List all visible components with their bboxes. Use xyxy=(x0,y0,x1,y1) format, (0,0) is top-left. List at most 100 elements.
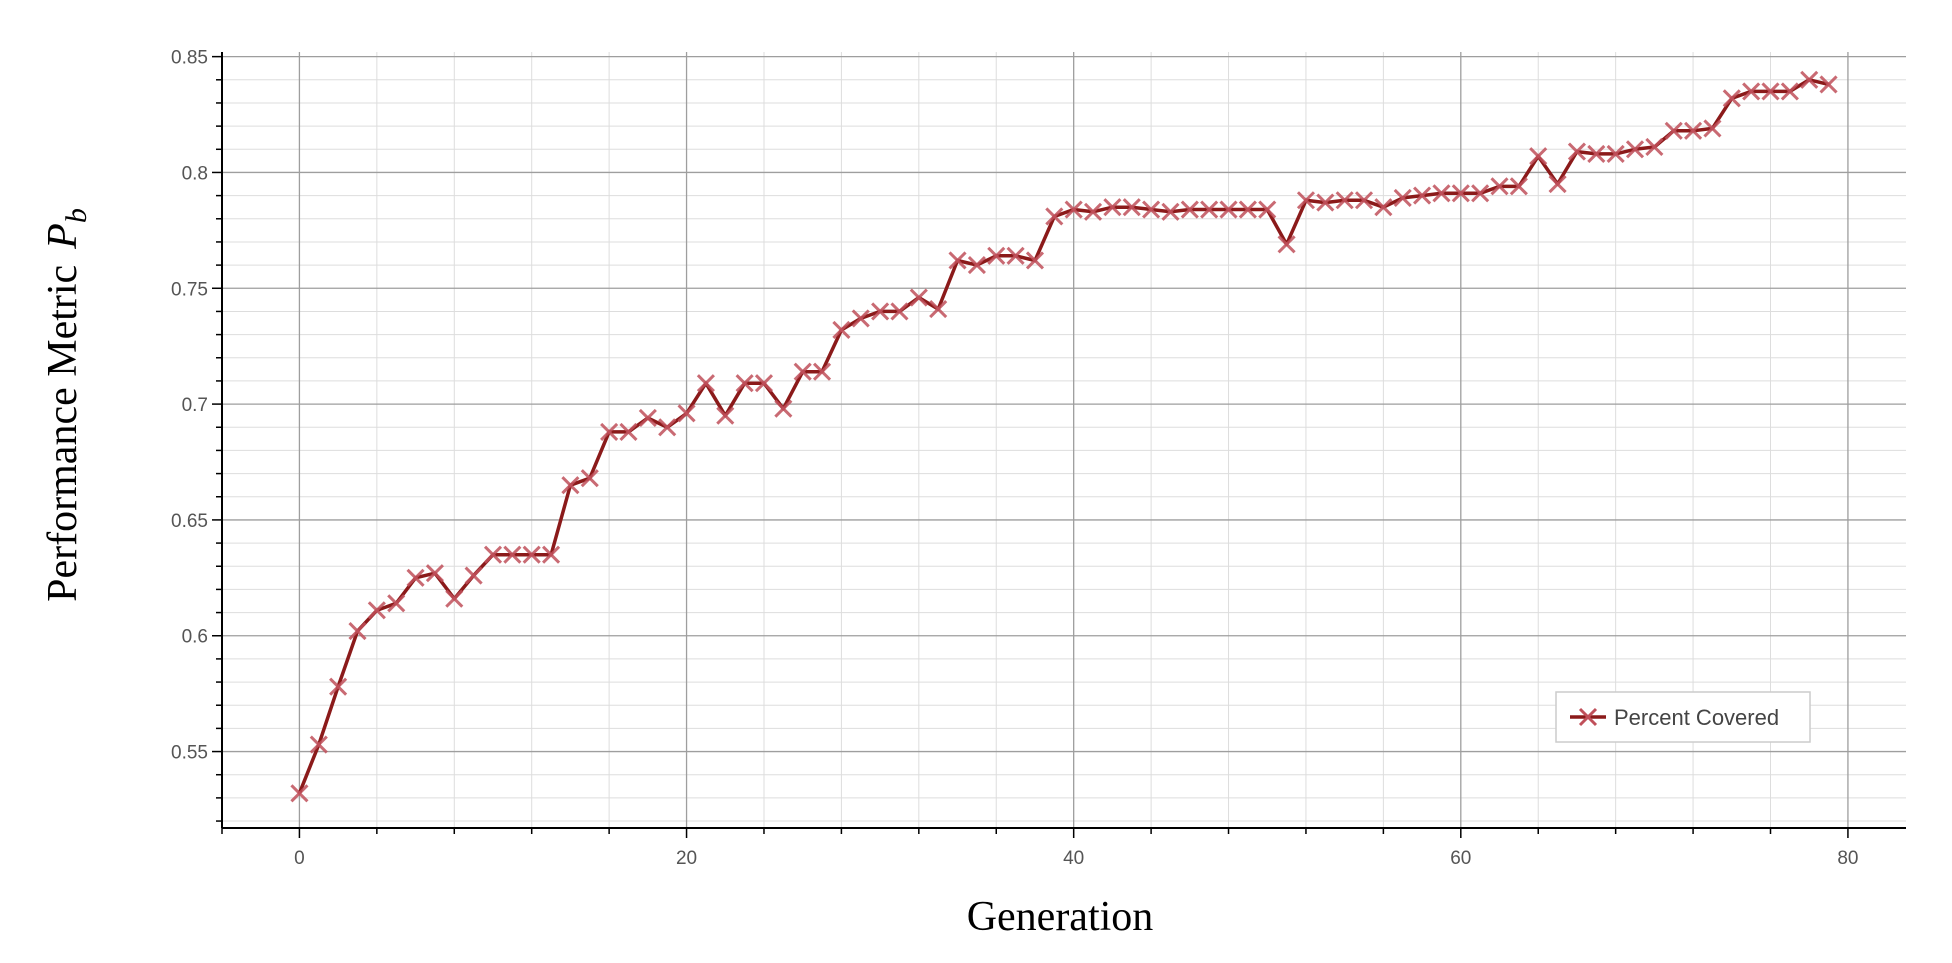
data-point xyxy=(1142,200,1161,219)
data-point xyxy=(464,566,483,585)
data-point-stroke xyxy=(1180,200,1199,219)
data-point xyxy=(1664,121,1683,140)
data-point-stroke xyxy=(638,408,657,428)
data-point xyxy=(812,362,832,381)
y-axis-title-symbol: P xyxy=(40,223,86,250)
data-point-stroke xyxy=(1625,140,1645,159)
data-point-stroke xyxy=(832,320,851,340)
data-point-stroke xyxy=(658,418,677,437)
data-point xyxy=(619,422,638,441)
data-point xyxy=(1335,191,1354,210)
data-point-stroke xyxy=(406,568,425,587)
data-point xyxy=(967,256,986,275)
data-point-stroke xyxy=(774,399,793,418)
data-point xyxy=(1393,188,1412,207)
data-point-stroke xyxy=(1025,251,1045,270)
data-point xyxy=(290,784,309,803)
x-tick-label: 0 xyxy=(294,848,305,869)
data-point xyxy=(735,374,754,393)
data-point xyxy=(1122,198,1141,217)
tick-labels: 0 20 40 60 80 0.55 0.6 0.65 0.7 0.75 0.8 0.85 xyxy=(171,48,1858,869)
data-point-stroke xyxy=(1471,184,1490,203)
data-point-stroke xyxy=(1451,184,1470,203)
data-point-stroke xyxy=(290,784,309,803)
data-point-stroke xyxy=(580,469,599,488)
data-point-stroke xyxy=(1548,174,1567,194)
data-point-stroke xyxy=(1413,186,1432,205)
data-point-stroke xyxy=(503,545,522,564)
data-point-stroke xyxy=(1664,121,1683,140)
data-point xyxy=(1780,82,1799,101)
data-point xyxy=(522,545,541,564)
data-point-stroke xyxy=(1374,198,1393,217)
data-point xyxy=(1374,198,1393,217)
data-point-stroke xyxy=(1490,177,1509,196)
data-point-stroke xyxy=(1703,119,1722,138)
major-gridlines xyxy=(222,52,1906,828)
data-point-stroke xyxy=(890,302,909,321)
data-point xyxy=(1354,191,1374,210)
data-point-stroke xyxy=(1587,144,1606,163)
y-axis-title-text: Performance Metric xyxy=(40,265,86,602)
data-point-stroke xyxy=(1083,202,1103,221)
data-point-stroke xyxy=(967,256,986,275)
data-point-stroke xyxy=(909,288,928,307)
data-point xyxy=(1587,144,1606,163)
data-point-stroke xyxy=(1393,188,1412,207)
data-point-stroke xyxy=(1219,200,1238,219)
data-point xyxy=(445,589,464,608)
data-point-stroke xyxy=(696,374,715,393)
data-point-stroke xyxy=(1645,137,1664,157)
data-point xyxy=(1413,186,1432,205)
data-point-stroke xyxy=(1316,193,1335,212)
data-point xyxy=(1684,121,1703,140)
data-point xyxy=(1432,184,1451,203)
data-point-stroke xyxy=(522,545,541,564)
data-point xyxy=(483,545,503,564)
data-point-stroke xyxy=(1142,200,1161,219)
data-point xyxy=(1529,147,1548,166)
data-point-stroke xyxy=(793,362,812,381)
data-point xyxy=(561,476,580,495)
data-point-stroke xyxy=(987,246,1006,265)
data-point-stroke xyxy=(561,476,580,495)
axis-ticks xyxy=(212,55,1849,838)
data-point-stroke xyxy=(445,589,464,608)
data-point xyxy=(1819,75,1838,94)
y-tick-label: 0.55 xyxy=(171,743,208,764)
data-point xyxy=(1490,177,1509,196)
data-point xyxy=(851,309,870,328)
data-point xyxy=(677,404,696,423)
data-point-stroke xyxy=(1277,235,1296,254)
data-point-stroke xyxy=(1335,191,1354,210)
data-point-stroke xyxy=(735,374,754,393)
data-point-stroke xyxy=(1064,200,1083,219)
data-point xyxy=(600,422,619,441)
data-point xyxy=(909,288,928,307)
data-point xyxy=(716,406,735,425)
data-point xyxy=(1180,200,1199,219)
y-tick-label: 0.7 xyxy=(182,395,208,416)
series-layer xyxy=(290,70,1838,803)
data-point xyxy=(774,399,793,418)
data-point xyxy=(871,302,890,321)
y-tick-label: 0.75 xyxy=(171,279,208,300)
legend-entry-label: Percent Covered xyxy=(1614,705,1779,730)
data-point-stroke xyxy=(851,309,870,328)
data-point xyxy=(1451,184,1470,203)
data-point xyxy=(1083,202,1103,221)
legend-marker-x-icon xyxy=(1578,707,1598,727)
data-point xyxy=(1567,142,1587,161)
data-point xyxy=(1064,200,1083,219)
data-point-stroke xyxy=(483,545,503,564)
data-point xyxy=(1703,119,1722,138)
data-point xyxy=(1219,200,1238,219)
data-point xyxy=(1800,70,1819,89)
data-point xyxy=(1645,137,1664,157)
data-point-stroke xyxy=(600,422,619,441)
data-point xyxy=(425,564,444,583)
data-point-stroke xyxy=(1800,70,1819,89)
data-point xyxy=(309,735,328,754)
data-point-stroke xyxy=(1354,191,1374,210)
data-point xyxy=(948,251,967,270)
